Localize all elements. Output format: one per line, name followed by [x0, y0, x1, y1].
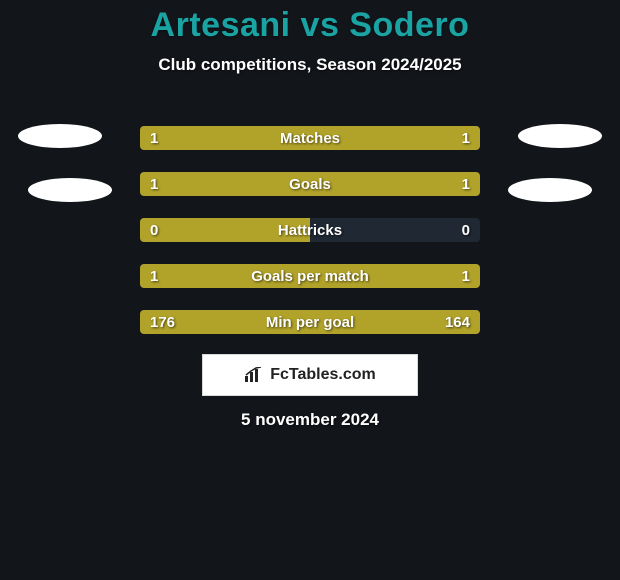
stat-label: Goals per match: [140, 264, 480, 288]
footer-date: 5 november 2024: [0, 410, 620, 430]
stat-row: 00Hattricks: [140, 218, 480, 242]
player-oval: [508, 178, 592, 202]
page-title: Artesani vs Sodero: [0, 0, 620, 45]
stat-row: 11Goals: [140, 172, 480, 196]
stat-label: Min per goal: [140, 310, 480, 334]
player-oval: [518, 124, 602, 148]
stat-row: 176164Min per goal: [140, 310, 480, 334]
subtitle: Club competitions, Season 2024/2025: [0, 55, 620, 75]
brand-badge: FcTables.com: [202, 354, 418, 396]
player-oval: [28, 178, 112, 202]
stat-label: Hattricks: [140, 218, 480, 242]
stat-label: Matches: [140, 126, 480, 150]
stat-row: 11Goals per match: [140, 264, 480, 288]
player-oval: [18, 124, 102, 148]
brand-text: FcTables.com: [270, 366, 376, 384]
stats-container: 11Matches 11Goals 00Hattricks 11Goals per m…: [140, 126, 480, 356]
stat-label: Goals: [140, 172, 480, 196]
stat-row: 11Matches: [140, 126, 480, 150]
bar-chart-icon: [244, 367, 264, 383]
